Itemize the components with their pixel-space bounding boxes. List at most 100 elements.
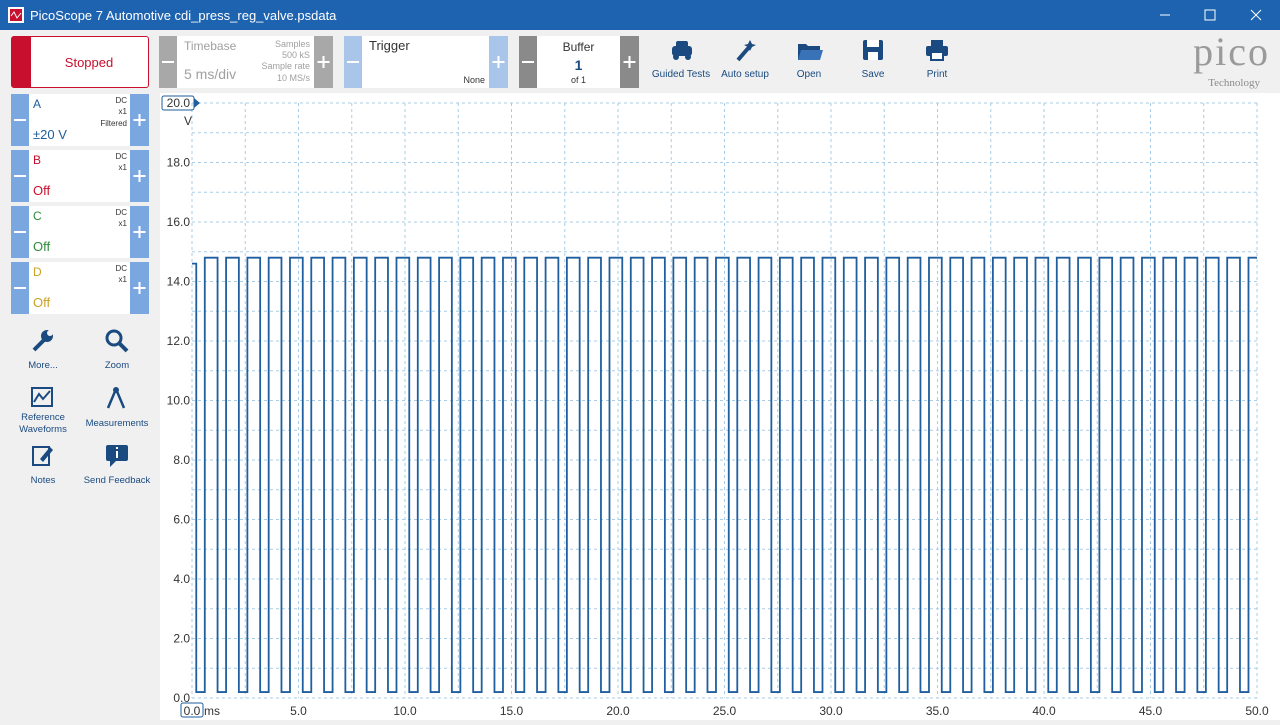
action-icon[interactable] — [668, 38, 696, 62]
logo-name: pico — [1193, 29, 1270, 74]
timebase-plus[interactable] — [314, 36, 333, 88]
channel-minus[interactable] — [11, 262, 29, 314]
channel-card[interactable] — [29, 94, 130, 146]
axis-label-box — [180, 702, 204, 718]
channel-plus[interactable] — [130, 94, 149, 146]
y-tick-label: 20.0 — [167, 96, 191, 110]
channel-name: C — [33, 209, 42, 223]
channel-plus[interactable] — [130, 206, 149, 258]
rate-label: Sample rate — [261, 61, 310, 71]
x-tick-label: 0.0 — [184, 704, 201, 718]
x-tick-label: 15.0 — [500, 704, 524, 718]
y-tick-label: 18.0 — [167, 156, 191, 170]
channel-probe: x1 — [118, 275, 127, 284]
status-button[interactable] — [11, 36, 149, 88]
channel-card[interactable] — [29, 262, 130, 314]
axis-marker — [194, 98, 200, 108]
tool-icon[interactable] — [30, 386, 58, 412]
action-icon[interactable] — [796, 38, 824, 62]
x-tick-label: 30.0 — [819, 704, 843, 718]
action-label[interactable]: Save — [861, 69, 885, 80]
action-icon[interactable] — [924, 38, 952, 62]
buffer-of: of 1 — [570, 75, 586, 85]
action-label[interactable]: Guided Tests — [651, 69, 711, 80]
tool-label[interactable]: Zoom — [104, 360, 130, 371]
action-label[interactable]: Open — [796, 69, 822, 80]
tool-icon[interactable] — [30, 443, 58, 469]
channel-coupling: DC — [115, 152, 127, 161]
action-label[interactable]: Print — [926, 69, 948, 80]
x-tick-label: 40.0 — [1032, 704, 1056, 718]
tool-label[interactable]: Notes — [30, 475, 56, 486]
action-label[interactable]: Auto setup — [721, 69, 769, 80]
channel-probe: x1 — [118, 163, 127, 172]
channel-plus[interactable] — [130, 262, 149, 314]
app-icon — [8, 7, 24, 23]
tool-label[interactable]: Reference Waveforms — [19, 412, 67, 435]
y-tick-label: 16.0 — [167, 215, 191, 229]
channel-name: A — [33, 97, 42, 111]
channel-coupling: DC — [115, 96, 127, 105]
trigger-plus[interactable] — [489, 36, 508, 88]
title-bar: PicoScope 7 Automotive cdi_press_reg_val… — [0, 0, 1280, 30]
window-title: PicoScope 7 Automotive cdi_press_reg_val… — [30, 8, 337, 23]
channel-probe: x1 — [118, 219, 127, 228]
trigger-label: Trigger — [369, 38, 410, 53]
y-tick-label: 14.0 — [167, 275, 191, 289]
buffer-minus[interactable] — [519, 36, 537, 88]
y-tick-label: 10.0 — [167, 394, 191, 408]
timebase-value: 5 ms/div — [184, 66, 237, 82]
timebase-panel — [177, 36, 314, 88]
x-tick-label: 50.0 — [1245, 704, 1269, 718]
y-tick-label: 0.0 — [173, 691, 190, 705]
channel-range: ±20 V — [33, 127, 67, 142]
channel-minus[interactable] — [11, 150, 29, 202]
trigger-mode: None — [463, 75, 485, 85]
tool-icon[interactable] — [104, 443, 132, 469]
logo-tagline: Technology — [1208, 77, 1260, 89]
channel-filter: Filtered — [100, 119, 127, 128]
channel-probe: x1 — [118, 107, 127, 116]
x-tick-label: 45.0 — [1139, 704, 1163, 718]
x-tick-label: 20.0 — [606, 704, 630, 718]
samples-value: 500 kS — [281, 50, 310, 60]
y-tick-label: 12.0 — [167, 334, 191, 348]
status-strip — [12, 37, 31, 87]
buffer-label: Buffer — [562, 40, 595, 54]
action-icon[interactable] — [732, 38, 760, 62]
channel-card[interactable] — [29, 206, 130, 258]
trigger-panel — [362, 36, 489, 88]
x-tick-label: 35.0 — [926, 704, 950, 718]
samples-label: Samples — [274, 39, 310, 49]
channel-minus[interactable] — [11, 206, 29, 258]
y-tick-label: 2.0 — [173, 632, 190, 646]
y-tick-label: 6.0 — [173, 513, 190, 527]
tool-icon[interactable] — [30, 328, 58, 354]
tool-icon[interactable] — [104, 386, 132, 412]
channel-range: Off — [33, 295, 51, 310]
channel-name: D — [33, 265, 42, 279]
channel-range: Off — [33, 239, 51, 254]
action-icon[interactable] — [860, 38, 888, 62]
channel-card[interactable] — [29, 150, 130, 202]
timebase-minus[interactable] — [159, 36, 177, 88]
tool-label[interactable]: More... — [28, 360, 58, 371]
y-tick-label: 8.0 — [173, 453, 190, 467]
channel-plus[interactable] — [130, 150, 149, 202]
window-controls[interactable] — [1140, 0, 1280, 30]
x-unit: ms — [204, 704, 220, 718]
buffer-index: 1 — [574, 57, 583, 73]
y-tick-label: 4.0 — [173, 572, 190, 586]
channel-range: Off — [33, 183, 51, 198]
x-tick-label: 10.0 — [393, 704, 417, 718]
channel-minus[interactable] — [11, 94, 29, 146]
tool-icon[interactable] — [104, 328, 132, 354]
buffer-plus[interactable] — [620, 36, 639, 88]
tool-label[interactable]: Measurements — [85, 418, 149, 429]
tool-label[interactable]: Send Feedback — [83, 475, 151, 486]
trigger-minus[interactable] — [344, 36, 362, 88]
timebase-label: Timebase — [184, 39, 237, 53]
channel-coupling: DC — [115, 264, 127, 273]
plot-area: 0.0 2.0 4.0 6.0 8.0 10.0 12.0 14.0 16.0 18.0 20.0 0… — [160, 93, 1280, 720]
